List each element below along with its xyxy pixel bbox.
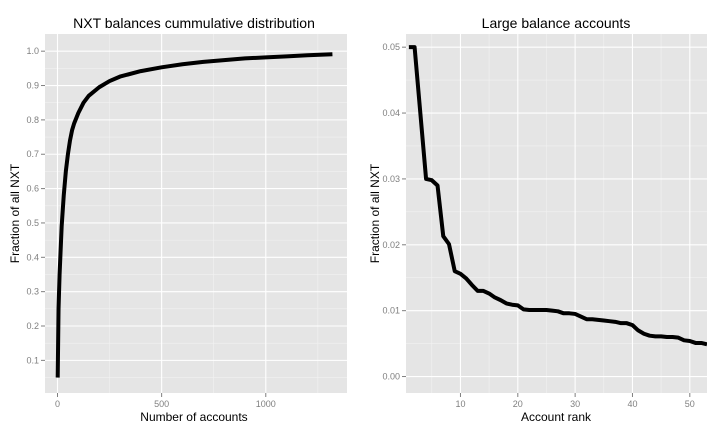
x-tick-label: 20 bbox=[513, 399, 523, 409]
y-tick-label: 0.7 bbox=[26, 149, 39, 159]
y-tick-label: 0.03 bbox=[382, 174, 400, 184]
y-tick-label: 0.00 bbox=[382, 372, 400, 382]
y-tick-label: 0.5 bbox=[26, 218, 39, 228]
chart-title: Large balance accounts bbox=[482, 15, 631, 31]
x-tick-label: 50 bbox=[685, 399, 695, 409]
x-tick-label: 40 bbox=[627, 399, 637, 409]
y-tick-label: 0.3 bbox=[26, 287, 39, 297]
y-tick-label: 0.9 bbox=[26, 81, 39, 91]
series-line bbox=[55, 52, 333, 378]
x-tick-label: 500 bbox=[154, 399, 169, 409]
y-axis-title: Fraction of all NXT bbox=[8, 163, 22, 263]
series-line bbox=[408, 45, 707, 347]
y-tick-label: 0.4 bbox=[26, 252, 39, 262]
x-tick-label: 30 bbox=[570, 399, 580, 409]
y-tick-label: 0.05 bbox=[382, 42, 400, 52]
chart-title: NXT balances cummulative distribution bbox=[73, 15, 315, 31]
y-tick-label: 0.2 bbox=[26, 321, 39, 331]
x-axis-title: Number of accounts bbox=[140, 410, 247, 424]
y-tick-label: 0.1 bbox=[26, 355, 39, 365]
x-tick-label: 0 bbox=[55, 399, 60, 409]
y-tick-label: 1.0 bbox=[26, 46, 39, 56]
x-tick-label: 10 bbox=[455, 399, 465, 409]
x-tick-label: 1000 bbox=[256, 399, 276, 409]
y-axis-title: Fraction of all NXT bbox=[368, 163, 382, 263]
x-axis-title: Account rank bbox=[521, 410, 592, 424]
y-tick-label: 0.8 bbox=[26, 115, 39, 125]
chart-large-balance-accounts: 0.00 0.01 0.02 0.03 0.04 0.05 10 20 30 40 50 Large … bbox=[368, 15, 707, 424]
y-tick-label: 0.02 bbox=[382, 240, 400, 250]
y-tick-label: 0.6 bbox=[26, 184, 39, 194]
y-tick-label: 0.04 bbox=[382, 108, 400, 118]
plot-panel bbox=[406, 34, 707, 393]
y-tick-label: 0.01 bbox=[382, 306, 400, 316]
plot-panel bbox=[45, 34, 347, 393]
chart-cumulative-distribution: 0.1 0.2 0.3 0.4 0.5 0.6 0.7 0.8 0.9 1.0 0 500 1000 NX… bbox=[8, 15, 347, 424]
